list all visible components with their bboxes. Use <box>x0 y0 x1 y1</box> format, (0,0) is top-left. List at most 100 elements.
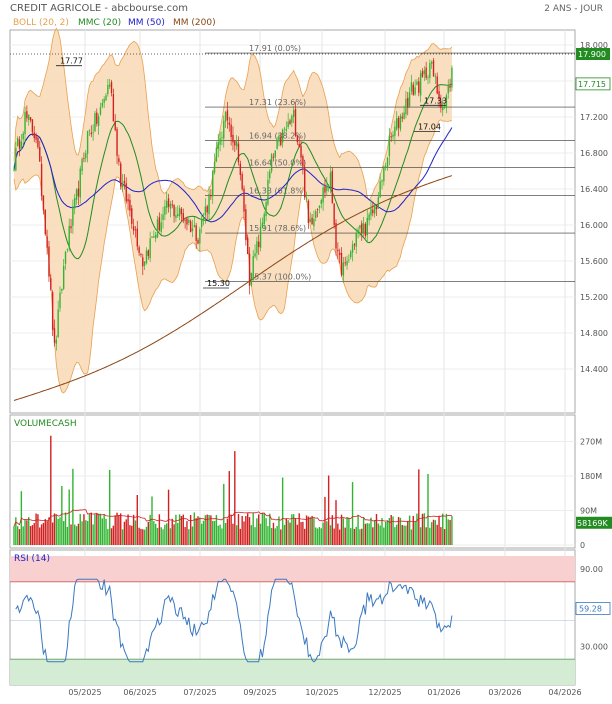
volume-bar <box>436 524 438 545</box>
volume-bar <box>224 523 227 545</box>
candle-body <box>72 206 74 226</box>
price-tick-label: 14.800 <box>580 329 608 338</box>
candle-body <box>304 167 306 198</box>
candle-body <box>315 211 317 218</box>
volume-bar <box>370 517 372 545</box>
volume-bar <box>22 526 24 545</box>
candle-body <box>189 221 192 233</box>
candle-body <box>329 172 332 188</box>
volume-bar <box>272 522 275 545</box>
candle-body <box>259 226 262 248</box>
candle-body <box>143 261 146 266</box>
candle-body <box>381 180 383 182</box>
price-tick-label: 15.600 <box>580 257 608 266</box>
candle-body <box>191 228 194 232</box>
volume-bar <box>377 523 380 545</box>
candle-body <box>33 132 35 139</box>
volume-bar <box>202 520 205 545</box>
price-annotations: 17.77 15.30 17.33 17.04 <box>56 57 447 289</box>
volume-bar <box>353 528 356 545</box>
volume-bar <box>145 526 148 545</box>
candle-body <box>156 219 159 238</box>
candle-body <box>442 106 444 111</box>
rsi-title: RSI (14) <box>14 554 50 564</box>
candle-body <box>423 70 426 75</box>
candle-body <box>37 137 39 148</box>
volume-bar <box>381 518 383 545</box>
candle-body <box>59 292 61 309</box>
volume-bar <box>291 514 293 545</box>
candle-body <box>254 253 256 257</box>
volume-bar <box>28 517 30 545</box>
rsi-last-badge <box>575 602 611 615</box>
volume-bar <box>407 520 409 545</box>
volume-bar <box>62 521 65 545</box>
legend-mm50: MM (50) <box>128 18 165 28</box>
last-price-badge <box>576 48 610 60</box>
candle-body <box>208 194 210 215</box>
volume-bar <box>443 529 446 545</box>
candle-body <box>322 187 324 203</box>
candle-body <box>416 81 418 85</box>
volume-bar <box>39 527 41 545</box>
volume-bar <box>189 515 192 545</box>
volume-bar <box>315 527 317 545</box>
candle-body <box>173 204 175 217</box>
volume-bar <box>138 527 140 545</box>
candle-body <box>418 81 420 93</box>
volume-bar <box>136 494 138 545</box>
volume-bar <box>285 518 288 545</box>
candle-body <box>77 188 80 197</box>
volume-last-label: 58169K <box>577 519 608 528</box>
volume-bar <box>298 513 300 545</box>
volume-bar <box>258 514 260 545</box>
volume-bar <box>419 527 422 545</box>
candle-body <box>232 134 234 143</box>
candle-body <box>258 241 260 248</box>
bollinger-lower <box>13 119 452 394</box>
volume-bar <box>313 518 315 545</box>
candle-body <box>425 67 427 78</box>
volume-bar <box>269 513 271 545</box>
volume-bar <box>292 514 295 545</box>
time-tick-label: 04/2026 <box>548 688 581 697</box>
candle-body <box>263 213 265 224</box>
volume-bar <box>447 519 449 545</box>
candle-body <box>167 198 170 207</box>
volume-bar <box>261 512 264 545</box>
candle-body <box>147 250 150 256</box>
volume-bar <box>250 525 253 545</box>
candle-body <box>110 81 113 94</box>
volume-bar <box>329 525 332 545</box>
candle-body <box>449 85 451 88</box>
volume-bar <box>355 526 357 545</box>
volume-bar <box>412 515 414 545</box>
volume-tick-label: 180M <box>580 472 602 481</box>
volume-bar <box>351 482 354 545</box>
candle-body <box>311 217 313 225</box>
candle-body <box>188 219 190 223</box>
volume-bar <box>48 517 50 545</box>
candle-body <box>300 145 302 158</box>
candlesticks <box>13 58 453 351</box>
volume-bar <box>132 514 135 545</box>
candle-body <box>228 122 230 125</box>
volume-bar <box>302 521 304 545</box>
candle-body <box>64 251 67 264</box>
volume-bar <box>162 529 164 545</box>
candle-body <box>237 143 240 163</box>
volume-bar <box>217 525 219 545</box>
candle-body <box>184 220 186 222</box>
volume-bar <box>401 524 403 545</box>
candle-body <box>294 108 297 136</box>
volume-bar <box>309 517 311 545</box>
volume-bar <box>256 518 258 545</box>
candle-body <box>116 128 118 156</box>
candle-body <box>292 110 295 117</box>
volume-bar <box>338 529 341 545</box>
volume-bar <box>149 514 151 545</box>
volume-bar <box>300 522 302 545</box>
candle-body <box>278 136 280 142</box>
candle-body <box>81 158 83 171</box>
candle-body <box>121 182 124 187</box>
